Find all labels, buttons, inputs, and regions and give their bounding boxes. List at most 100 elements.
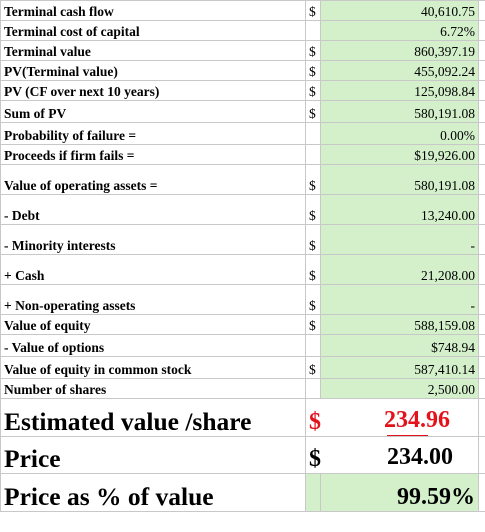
cell-currency[interactable]: $ bbox=[305, 100, 321, 123]
cell-label[interactable]: - Minority interests bbox=[0, 224, 306, 255]
cell-currency[interactable]: $ bbox=[305, 164, 321, 195]
cell-label[interactable]: + Cash bbox=[0, 254, 306, 285]
cell-currency[interactable]: $ bbox=[305, 60, 321, 81]
estimated-value-label[interactable]: Estimated value /share bbox=[0, 398, 306, 437]
price-currency: $ bbox=[309, 446, 321, 472]
cell-empty[interactable] bbox=[478, 40, 485, 61]
cell-label[interactable]: + Non-operating assets bbox=[0, 284, 306, 315]
cell-label[interactable]: Value of equity bbox=[0, 314, 306, 335]
cell-label[interactable]: Sum of PV bbox=[0, 100, 306, 123]
cell-empty[interactable] bbox=[478, 164, 485, 195]
cell-empty[interactable] bbox=[478, 334, 485, 357]
cell-label[interactable]: Terminal value bbox=[0, 40, 306, 61]
cell-value[interactable]: 588,159.08 bbox=[320, 314, 479, 335]
cell-value[interactable]: - bbox=[320, 224, 479, 255]
row-terminal-cash-flow: Terminal cash flow $ 40,610.75 bbox=[0, 0, 485, 21]
cell-label[interactable]: Value of equity in common stock bbox=[0, 356, 306, 379]
row-proceeds-if-fails: Proceeds if firm fails = $19,926.00 bbox=[0, 144, 485, 165]
cell-value[interactable]: 580,191.08 bbox=[320, 100, 479, 123]
row-debt: - Debt $ 13,240.00 bbox=[0, 194, 485, 225]
cell-empty[interactable] bbox=[478, 284, 485, 315]
row-minority-interests: - Minority interests $ - bbox=[0, 224, 485, 255]
cell-value[interactable]: 13,240.00 bbox=[320, 194, 479, 225]
cell-label[interactable]: Number of shares bbox=[0, 378, 306, 399]
cell-empty[interactable] bbox=[478, 473, 485, 512]
cell-empty[interactable] bbox=[478, 314, 485, 335]
cell-currency[interactable] bbox=[305, 122, 321, 145]
cell-currency[interactable] bbox=[305, 334, 321, 357]
cell-value[interactable]: 580,191.08 bbox=[320, 164, 479, 195]
cell-value[interactable]: 6.72% bbox=[320, 20, 479, 41]
row-terminal-value: Terminal value $ 860,397.19 bbox=[0, 40, 485, 61]
cell-label[interactable]: - Debt bbox=[0, 194, 306, 225]
cell-empty[interactable] bbox=[478, 122, 485, 145]
cell-value[interactable]: $19,926.00 bbox=[320, 144, 479, 165]
row-operating-assets: Value of operating assets = $ 580,191.08 bbox=[0, 164, 485, 195]
cell-value[interactable]: 860,397.19 bbox=[320, 40, 479, 61]
cell-label[interactable]: Probability of failure = bbox=[0, 122, 306, 145]
price-label[interactable]: Price bbox=[0, 436, 306, 474]
row-pv-terminal-value: PV(Terminal value) $ 455,092.24 bbox=[0, 60, 485, 81]
cell-currency[interactable]: $ bbox=[305, 254, 321, 285]
row-probability-of-failure: Probability of failure = 0.00% bbox=[0, 122, 485, 145]
price-as-percent-currency[interactable] bbox=[305, 473, 321, 512]
cell-value[interactable]: 2,500.00 bbox=[320, 378, 479, 399]
price-as-percent-value[interactable]: 99.59% bbox=[320, 473, 479, 512]
cell-empty[interactable] bbox=[478, 378, 485, 399]
cell-empty[interactable] bbox=[478, 60, 485, 81]
row-price: Price $ 234.00 bbox=[0, 436, 485, 474]
cell-currency[interactable]: $ bbox=[305, 194, 321, 225]
cell-value[interactable]: $748.94 bbox=[320, 334, 479, 357]
cell-empty[interactable] bbox=[478, 144, 485, 165]
cell-empty[interactable] bbox=[478, 254, 485, 285]
row-pv-cf: PV (CF over next 10 years) $ 125,098.84 bbox=[0, 80, 485, 101]
cell-empty[interactable] bbox=[478, 100, 485, 123]
cell-value[interactable]: 125,098.84 bbox=[320, 80, 479, 101]
cell-currency[interactable]: $ bbox=[305, 284, 321, 315]
cell-value[interactable]: 21,208.00 bbox=[320, 254, 479, 285]
cell-empty[interactable] bbox=[478, 0, 485, 21]
row-estimated-value-per-share: Estimated value /share $ 234.96 bbox=[0, 398, 485, 437]
price-cell[interactable]: $ 234.00 bbox=[305, 436, 479, 474]
row-value-of-equity: Value of equity $ 588,159.08 bbox=[0, 314, 485, 335]
cell-currency[interactable] bbox=[305, 144, 321, 165]
cell-value[interactable]: 587,410.14 bbox=[320, 356, 479, 379]
cell-label[interactable]: Value of operating assets = bbox=[0, 164, 306, 195]
valuation-sheet: Terminal cash flow $ 40,610.75 Terminal … bbox=[0, 0, 485, 512]
price-value: 234.00 bbox=[387, 444, 453, 470]
cell-label[interactable]: Terminal cost of capital bbox=[0, 20, 306, 41]
row-terminal-cost-of-capital: Terminal cost of capital 6.72% bbox=[0, 20, 485, 41]
cell-empty[interactable] bbox=[478, 20, 485, 41]
cell-currency[interactable]: $ bbox=[305, 224, 321, 255]
cell-currency[interactable]: $ bbox=[305, 314, 321, 335]
cell-currency[interactable]: $ bbox=[305, 0, 321, 21]
cell-empty[interactable] bbox=[478, 224, 485, 255]
estimated-value-cell[interactable]: $ 234.96 bbox=[305, 398, 479, 437]
estimated-value-text: 234.96 bbox=[384, 407, 450, 433]
cell-label[interactable]: - Value of options bbox=[0, 334, 306, 357]
cell-label[interactable]: Proceeds if firm fails = bbox=[0, 144, 306, 165]
cell-empty[interactable] bbox=[478, 398, 485, 437]
estimated-value-currency: $ bbox=[309, 409, 321, 435]
cell-label[interactable]: PV(Terminal value) bbox=[0, 60, 306, 81]
cell-currency[interactable]: $ bbox=[305, 80, 321, 101]
row-equity-common-stock: Value of equity in common stock $ 587,41… bbox=[0, 356, 485, 379]
cell-value[interactable]: 455,092.24 bbox=[320, 60, 479, 81]
row-price-as-percent: Price as % of value 99.59% bbox=[0, 473, 485, 512]
cell-empty[interactable] bbox=[478, 80, 485, 101]
cell-value[interactable]: 0.00% bbox=[320, 122, 479, 145]
cell-empty[interactable] bbox=[478, 194, 485, 225]
estimated-value-number: 234.96 bbox=[384, 407, 450, 436]
cell-empty[interactable] bbox=[478, 356, 485, 379]
cell-empty[interactable] bbox=[478, 436, 485, 474]
cell-currency[interactable]: $ bbox=[305, 40, 321, 61]
row-value-of-options: - Value of options $748.94 bbox=[0, 334, 485, 357]
cell-currency[interactable] bbox=[305, 20, 321, 41]
cell-label[interactable]: Terminal cash flow bbox=[0, 0, 306, 21]
price-as-percent-label[interactable]: Price as % of value bbox=[0, 473, 306, 512]
cell-label[interactable]: PV (CF over next 10 years) bbox=[0, 80, 306, 101]
cell-value[interactable]: - bbox=[320, 284, 479, 315]
cell-value[interactable]: 40,610.75 bbox=[320, 0, 479, 21]
cell-currency[interactable] bbox=[305, 378, 321, 399]
cell-currency[interactable]: $ bbox=[305, 356, 321, 379]
